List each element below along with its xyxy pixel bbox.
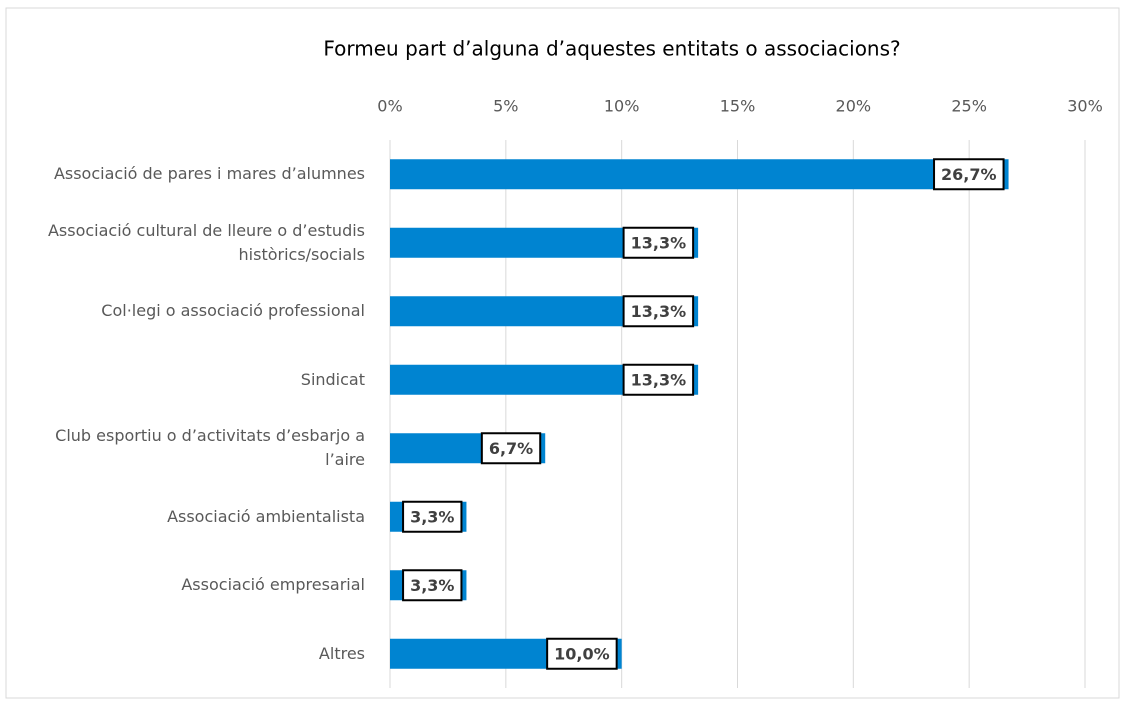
y-tick-label: Associació de pares i mares d’alumnes bbox=[53, 164, 365, 184]
x-tick-label: 20% bbox=[836, 97, 872, 116]
y-tick-label: Associació ambientalista bbox=[167, 506, 365, 526]
y-tick-label: Associació cultural de lleure o d’estudi… bbox=[47, 220, 365, 264]
value-label-box bbox=[480, 432, 542, 465]
value-label: 13,3% bbox=[631, 302, 687, 321]
value-label: 6,7% bbox=[489, 439, 533, 458]
x-tick-label: 5% bbox=[493, 97, 518, 116]
bar bbox=[390, 159, 1009, 190]
y-tick-label: Col·legi o associació professional bbox=[101, 301, 365, 321]
value-label: 26,7% bbox=[941, 165, 997, 184]
value-label-box bbox=[402, 569, 463, 602]
value-label-box bbox=[546, 637, 618, 670]
value-label: 13,3% bbox=[631, 370, 687, 389]
y-tick-label: Associació empresarial bbox=[181, 575, 365, 595]
x-tick-label: 30% bbox=[1067, 97, 1103, 116]
value-label: 13,3% bbox=[631, 233, 687, 252]
value-label-box bbox=[622, 363, 695, 396]
value-label: 3,3% bbox=[410, 576, 454, 595]
y-tick-label: Altres bbox=[318, 643, 365, 663]
value-label-box bbox=[622, 295, 695, 328]
x-tick-label: 10% bbox=[604, 97, 640, 116]
y-tick-label: Sindicat bbox=[300, 369, 365, 389]
value-label-box bbox=[402, 500, 463, 533]
value-label: 3,3% bbox=[410, 507, 454, 526]
y-tick-label: Club esportiu o d’activitats d’esbarjo a… bbox=[55, 426, 365, 470]
x-tick-label: 15% bbox=[720, 97, 756, 116]
x-tick-label: 25% bbox=[951, 97, 987, 116]
value-label: 10,0% bbox=[554, 644, 610, 663]
chart-border bbox=[5, 7, 1120, 699]
value-label-box bbox=[622, 226, 695, 259]
value-label-box bbox=[933, 158, 1005, 191]
x-tick-label: 0% bbox=[377, 97, 402, 116]
chart-title: Formeu part d’alguna d’aquestes entitats… bbox=[323, 37, 900, 61]
